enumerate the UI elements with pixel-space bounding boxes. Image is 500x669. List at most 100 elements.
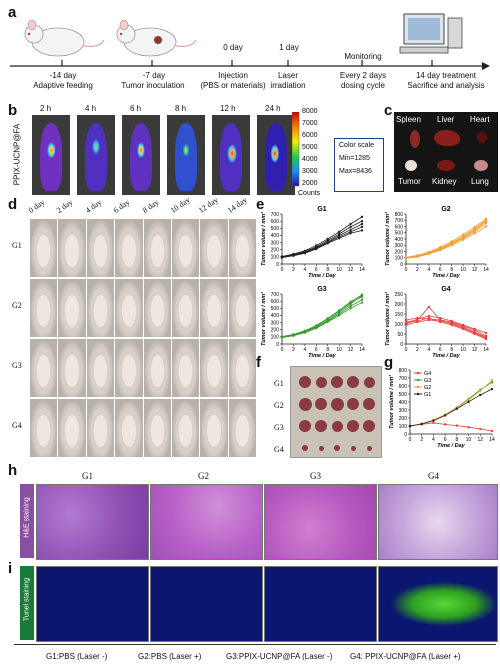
panel-label-b: b xyxy=(8,102,18,119)
colorscale-max: Max=8436 xyxy=(339,168,372,175)
tumor-group-label-3: G3 xyxy=(274,423,284,432)
mouse-photo xyxy=(200,399,228,457)
y-axis-label: Tumor volume / mm³ xyxy=(260,292,267,346)
data-point xyxy=(349,222,352,226)
timeline-day-5: Monitoring xyxy=(344,52,382,61)
tumor-group-label-2: G2 xyxy=(274,401,284,410)
x-tick-label: 4 xyxy=(427,267,430,273)
y-tick-label: 200 xyxy=(395,302,404,308)
tumor-sample xyxy=(299,376,311,388)
data-point xyxy=(416,254,419,258)
tumor-group-label-1: G1 xyxy=(274,379,284,388)
data-point xyxy=(349,304,352,308)
data-point xyxy=(443,414,447,417)
y-tick-label: 400 xyxy=(399,400,408,406)
tumor-sample xyxy=(363,420,375,432)
data-point xyxy=(439,245,442,249)
mouse-photo xyxy=(143,219,171,277)
photo-day-label: 14 day xyxy=(225,195,249,215)
mouse-photo xyxy=(115,339,143,397)
y-tick-label: 500 xyxy=(271,306,280,312)
colorscale-title: Color scale xyxy=(339,142,375,149)
imaging-time-label: 4 h xyxy=(85,104,97,113)
data-point xyxy=(450,242,453,245)
data-point xyxy=(315,244,318,247)
tunel-image-g1 xyxy=(36,566,149,642)
x-axis-label: Time / Day xyxy=(437,443,465,449)
data-point xyxy=(461,327,465,331)
y-tick-label: 200 xyxy=(271,248,280,254)
x-tick-label: 0 xyxy=(281,267,284,273)
organ-heart xyxy=(477,132,487,143)
data-point xyxy=(360,301,364,304)
y-tick-label: 400 xyxy=(395,237,404,243)
tumor-sample xyxy=(347,398,359,410)
organ-label-kidney: Kidney xyxy=(432,177,457,186)
data-point xyxy=(490,387,494,391)
panel-label-c: c xyxy=(384,102,393,119)
y-tick-label: 600 xyxy=(271,299,280,305)
organ-label-spleen: Spleen xyxy=(396,115,421,124)
data-point xyxy=(420,422,423,426)
photo-day-label: 10 day xyxy=(168,195,192,215)
timeline-desc-1: Adaptive feeding xyxy=(33,81,93,90)
data-point xyxy=(479,389,482,392)
tumor-sample xyxy=(363,398,375,410)
series-line xyxy=(409,422,493,432)
panel-label-e: e xyxy=(256,196,265,213)
he-image-g1 xyxy=(36,484,149,560)
timeline-desc-4: Laser irradiation xyxy=(270,71,306,90)
data-point xyxy=(427,251,431,255)
data-point xyxy=(337,234,341,237)
data-point xyxy=(455,407,459,410)
x-tick-label: 2 xyxy=(416,347,419,353)
imaging-time-label: 6 h xyxy=(130,104,142,113)
colorbar-tick: 3000 xyxy=(302,168,318,175)
data-point xyxy=(404,256,408,260)
imaging-mouse-5 xyxy=(212,115,250,195)
colorbar-tick: 5000 xyxy=(302,144,318,151)
mouse-photo xyxy=(115,399,143,457)
y-tick-label: 500 xyxy=(399,392,408,398)
data-point xyxy=(484,220,488,223)
data-point xyxy=(473,232,476,235)
data-point xyxy=(427,305,431,309)
panel-label-a: a xyxy=(8,4,17,21)
data-point xyxy=(467,400,470,404)
mouse-photo xyxy=(86,279,115,337)
colorscale-box: Color scale Min=1285 Max=8436 xyxy=(334,138,384,192)
timeline-desc-5: Every 2 days dosing cycle xyxy=(339,71,387,90)
timeline-desc-3: Injection (PBS or materials) xyxy=(200,71,266,90)
photo-day-label: 8 day xyxy=(140,197,160,215)
imaging-row-label: PPIX-UCNP@FA xyxy=(12,123,22,186)
x-tick-label: 8 xyxy=(450,267,453,273)
tumor-photo xyxy=(290,366,382,458)
tunel-image-g2 xyxy=(150,566,263,642)
tumor-sample xyxy=(331,420,343,432)
series-line xyxy=(281,216,363,257)
mouse-photo xyxy=(172,279,200,337)
legend-marker xyxy=(416,378,420,382)
data-point xyxy=(408,424,412,428)
data-point xyxy=(484,217,488,221)
he-row-tab: H&E staining xyxy=(20,484,34,558)
tumor-sample xyxy=(302,445,308,451)
data-point xyxy=(432,419,435,422)
series-line xyxy=(409,380,493,427)
y-tick-label: 0 xyxy=(276,342,279,348)
mouse-photo xyxy=(30,339,58,397)
data-point xyxy=(326,237,329,241)
x-tick-label: 14 xyxy=(359,267,365,273)
y-axis-label: Tumor volume / mm³ xyxy=(384,292,391,346)
mouse-illustration xyxy=(24,19,105,57)
panel-label-f: f xyxy=(256,354,261,371)
data-point xyxy=(292,334,295,337)
series-line xyxy=(405,218,487,258)
mouse-photo xyxy=(200,339,228,397)
mouse-photo xyxy=(172,399,200,457)
data-point xyxy=(427,314,431,318)
data-point xyxy=(432,421,435,424)
x-tick-label: 0 xyxy=(409,437,412,443)
